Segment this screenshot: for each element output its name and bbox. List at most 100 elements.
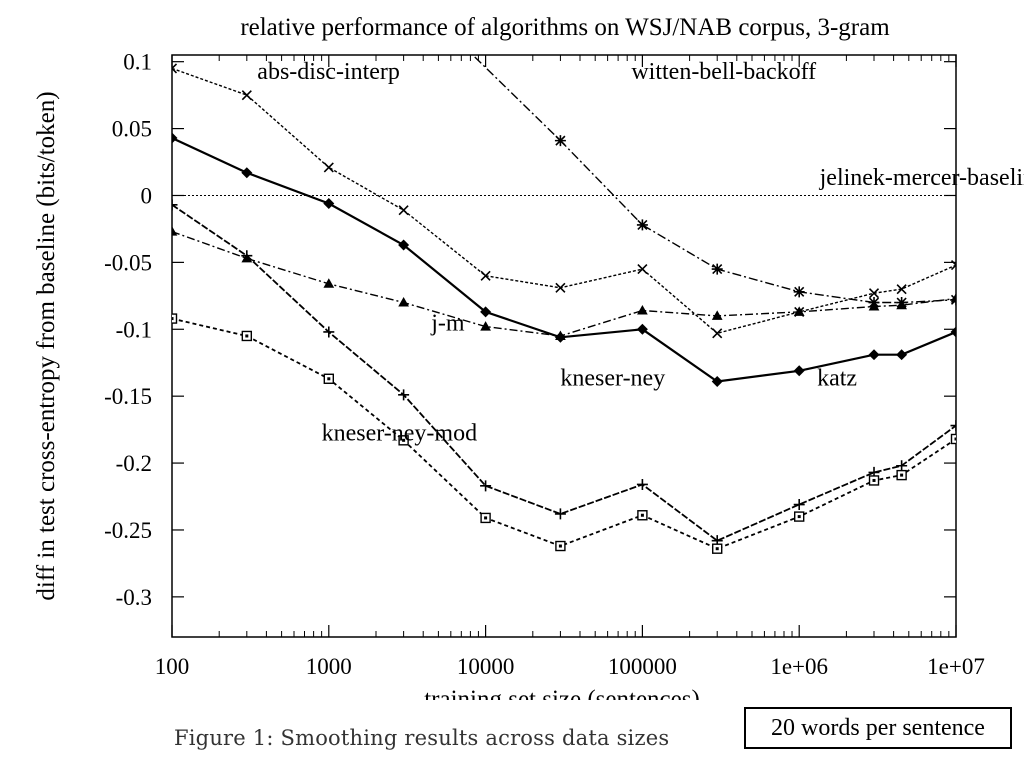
data-point-x xyxy=(950,259,956,271)
data-point-square-center xyxy=(872,478,876,482)
plot-frame xyxy=(171,54,957,638)
chart: relative performance of algorithms on WS… xyxy=(33,14,1024,700)
y-axis-label: diff in test cross-entropy from baseline… xyxy=(33,91,60,600)
x-tick-label: 100 xyxy=(155,654,190,679)
series-annotation: j-m xyxy=(430,311,465,337)
series-line xyxy=(172,67,956,335)
data-point-square-center xyxy=(715,547,719,551)
data-point-plus xyxy=(636,478,648,490)
data-point-star xyxy=(793,286,805,298)
data-point-plus xyxy=(323,326,335,338)
data-point-plus xyxy=(793,499,805,511)
data-point-star xyxy=(711,263,723,275)
data-point-diamond xyxy=(711,375,723,387)
data-point-plus xyxy=(950,420,956,432)
y-tick-label: -0.3 xyxy=(116,585,152,610)
chart-title: relative performance of algorithms on WS… xyxy=(240,14,890,41)
x-tick-label: 10000 xyxy=(457,654,515,679)
data-point-diamond xyxy=(241,167,253,179)
data-point-triangle xyxy=(480,321,491,331)
series-witten-bell-backoff xyxy=(471,55,956,309)
y-tick-label: -0.15 xyxy=(104,384,152,409)
data-point-x xyxy=(896,284,907,295)
series-abs-disc-interp xyxy=(172,63,956,339)
data-point-triangle xyxy=(637,305,648,315)
series-annotation: kneser-ney xyxy=(560,365,665,391)
x-tick-labels: 100 1000 10000 100000 1e+06 1e+07 xyxy=(155,654,985,679)
data-point-triangle xyxy=(711,310,723,320)
data-point-x xyxy=(868,288,880,299)
x-tick-label: 1000 xyxy=(306,654,352,679)
data-point-x xyxy=(637,264,648,275)
y-tick-label: -0.05 xyxy=(104,250,152,275)
data-point-triangle xyxy=(793,306,805,316)
series-layer xyxy=(172,55,956,554)
note-box: 20 words per sentence xyxy=(744,707,1012,749)
data-point-square-center xyxy=(402,438,406,442)
data-point-square-center xyxy=(245,334,249,338)
data-point-diamond xyxy=(480,306,492,318)
series-line xyxy=(172,230,956,337)
data-point-diamond xyxy=(636,323,648,335)
data-point-plus xyxy=(172,199,178,211)
series-j-m xyxy=(172,226,956,340)
y-tick-label: -0.1 xyxy=(116,317,152,342)
y-tick-label: -0.25 xyxy=(104,518,152,543)
y-tick-label: 0 xyxy=(141,183,153,208)
data-point-triangle xyxy=(896,299,907,310)
data-point-diamond xyxy=(398,239,410,251)
annotation-layer: abs-disc-interp witten-bell-backoff jeline… xyxy=(257,59,1024,446)
series-kneser-ney-mod xyxy=(172,313,956,554)
y-tick-label: 0.05 xyxy=(112,117,152,142)
data-point-triangle xyxy=(398,296,409,307)
data-point-plus xyxy=(480,480,492,492)
data-point-x xyxy=(712,328,723,339)
figure-caption: Figure 1: Smoothing results across data … xyxy=(174,726,670,750)
data-point-diamond xyxy=(896,349,908,361)
data-point-star xyxy=(636,219,648,231)
data-point-square xyxy=(172,313,178,324)
data-point-square-center xyxy=(640,513,644,517)
data-point-diamond xyxy=(868,349,880,361)
y-tick-label: -0.2 xyxy=(116,451,152,476)
data-point-x xyxy=(555,282,566,293)
data-point-square-center xyxy=(327,377,331,381)
axis-ticks xyxy=(171,55,957,637)
data-point-triangle xyxy=(323,278,335,288)
y-tick-label: 0.1 xyxy=(123,50,152,75)
series-annotation: witten-bell-backoff xyxy=(631,59,816,85)
data-point-diamond xyxy=(323,198,335,209)
x-axis-label: training set size (sentences) xyxy=(424,686,700,700)
data-point-square-center xyxy=(900,473,904,477)
data-point-triangle xyxy=(950,292,956,303)
data-point-diamond xyxy=(793,365,805,377)
data-point-x xyxy=(398,205,409,216)
data-point-x xyxy=(480,270,491,281)
series-katz xyxy=(172,132,956,387)
series-annotation: kneser-ney-mod xyxy=(322,420,477,446)
note-box-text: 20 words per sentence xyxy=(771,714,985,741)
x-tick-label: 1e+06 xyxy=(770,654,828,679)
data-point-plus xyxy=(398,389,410,401)
data-point-square-center xyxy=(172,317,174,321)
data-point-diamond xyxy=(950,326,956,338)
series-annotation: jelinek-mercer-baseline xyxy=(819,165,1024,191)
data-point-square-center xyxy=(954,437,956,441)
data-point-triangle xyxy=(555,330,566,340)
data-point-star xyxy=(554,135,566,147)
data-point-plus xyxy=(896,460,908,472)
data-point-square xyxy=(950,433,956,445)
data-point-square-center xyxy=(558,544,562,548)
plot-area: abs-disc-interp witten-bell-backoff jeline… xyxy=(171,54,1024,638)
x-tick-label: 1e+07 xyxy=(927,654,985,679)
data-point-x xyxy=(241,90,252,101)
data-point-x xyxy=(323,162,334,173)
series-line xyxy=(471,55,956,304)
data-point-plus xyxy=(241,250,253,262)
data-point-x xyxy=(172,63,178,74)
data-point-plus xyxy=(554,508,566,520)
y-tick-labels: 0.1 0.05 0 -0.05 -0.1 -0.15 -0.2 -0.25 -0.3 xyxy=(104,50,152,610)
series-annotation: katz xyxy=(817,365,857,391)
series-kneser-ney xyxy=(172,199,956,547)
x-tick-label: 100000 xyxy=(608,654,677,679)
